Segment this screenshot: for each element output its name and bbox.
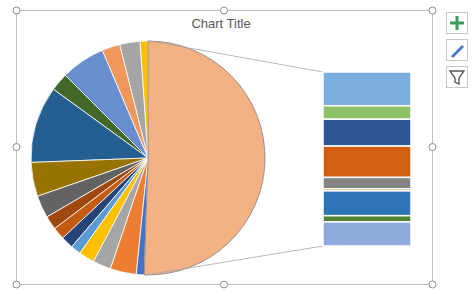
resize-handle[interactable]	[13, 144, 20, 151]
bar-segment[interactable]	[323, 222, 411, 246]
pie-slice[interactable]	[110, 158, 148, 274]
resize-handle[interactable]	[429, 281, 436, 288]
resize-handle[interactable]	[221, 281, 228, 288]
pie	[31, 41, 265, 275]
connector-line	[150, 41, 323, 72]
secondary-bar	[323, 72, 411, 246]
chart-frame	[17, 11, 433, 285]
bar-segment[interactable]	[323, 191, 411, 216]
brush-icon	[451, 45, 464, 58]
chart-title: Chart Title	[191, 16, 250, 31]
resize-handle[interactable]	[221, 7, 228, 14]
bar-segment[interactable]	[323, 106, 411, 119]
connector-line	[146, 246, 323, 275]
resize-handle[interactable]	[429, 144, 436, 151]
bar-segment[interactable]	[323, 177, 411, 188]
other-slice[interactable]	[144, 41, 265, 275]
pie-slice[interactable]	[31, 89, 148, 162]
resize-handle[interactable]	[13, 281, 20, 288]
chart-elements-button[interactable]	[447, 13, 468, 34]
bar-segment[interactable]	[323, 119, 411, 146]
plus-icon	[450, 16, 464, 30]
chart: Chart Title	[0, 0, 474, 292]
resize-handle[interactable]	[13, 7, 20, 14]
bar-segment[interactable]	[323, 146, 411, 177]
resize-handle[interactable]	[429, 7, 436, 14]
filter-icon	[450, 71, 464, 84]
chart-filters-button[interactable]	[447, 67, 468, 88]
bar-segment[interactable]	[323, 216, 411, 222]
bar-segment[interactable]	[323, 72, 411, 106]
chart-styles-button[interactable]	[447, 40, 468, 61]
